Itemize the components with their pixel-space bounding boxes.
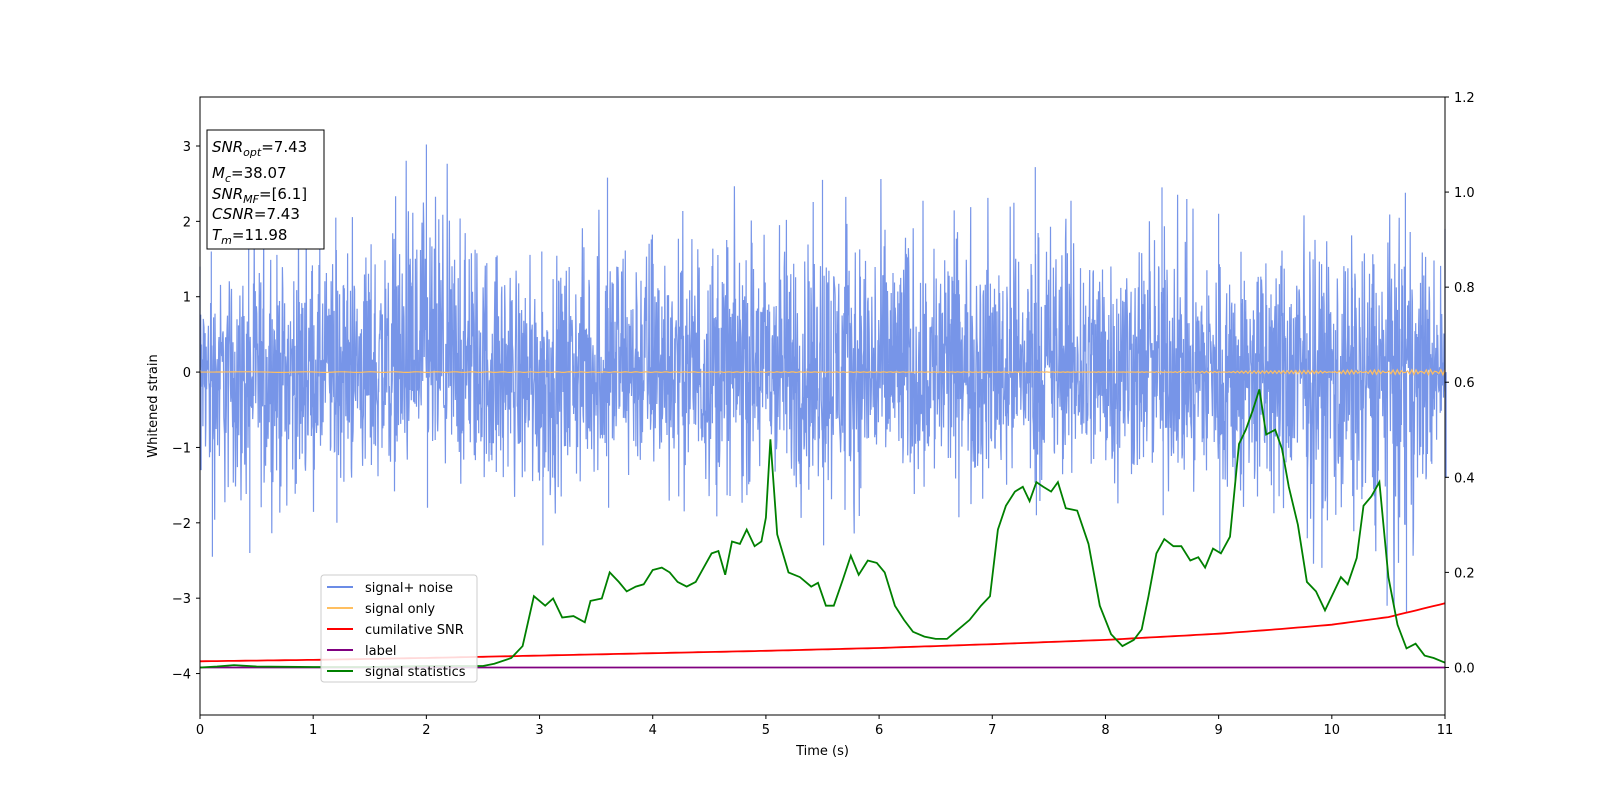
annotation-tm: Tm=11.98 [212, 226, 287, 247]
annotation-box-frame [206, 129, 325, 250]
y-right-tick-label: 0.0 [1454, 661, 1475, 676]
y-right-tick-label: 0.8 [1454, 281, 1475, 296]
y-axis-label: Whitened strain [146, 354, 161, 457]
x-tick-label: 8 [1101, 723, 1109, 738]
y-right-tick-label: 1.2 [1454, 91, 1475, 106]
legend: signal+ noise signal only cumilative SNR la… [320, 574, 478, 683]
signal-noise-line [199, 144, 1447, 614]
x-tick-label: 10 [1324, 723, 1341, 738]
legend-label: signal statistics [365, 665, 466, 680]
y-left-tick-label: 3 [183, 140, 191, 155]
legend-frame [320, 574, 478, 683]
x-tick-label: 7 [988, 723, 996, 738]
legend-label: signal only [365, 602, 435, 617]
plot-frame [199, 96, 1446, 716]
signal-only-line [199, 368, 1446, 377]
x-tick-label: 1 [309, 723, 317, 738]
x-tick-label: 5 [762, 723, 770, 738]
x-tick-label: 11 [1437, 723, 1454, 738]
y-left-tick-label: −3 [172, 592, 191, 607]
y-left-tick-label: 2 [183, 215, 191, 230]
x-axis-label: Time (s) [795, 744, 849, 759]
legend-label: label [365, 644, 396, 659]
stats-annotation-box: SNRopt=7.43 Mc=38.07 SNRMF=[6.1] CSNR=7.… [206, 129, 325, 250]
y-right-tick-label: 0.4 [1454, 471, 1475, 486]
annotation-mc: Mc=38.07 [212, 164, 287, 185]
y-right-tick-label: 0.2 [1454, 566, 1475, 581]
x-tick-label: 4 [649, 723, 657, 738]
x-tick-label: 6 [875, 723, 883, 738]
y-left-tick-label: −1 [172, 441, 191, 456]
y-axis-right-ticks: 0.0 0.2 0.4 0.6 0.8 1.0 1.2 [1445, 91, 1475, 676]
annotation-csnr: CSNR=7.43 [212, 205, 300, 223]
signal-noise-series [199, 144, 1447, 614]
annotation-snr-opt: SNRopt=7.43 [212, 138, 307, 159]
y-right-tick-label: 1.0 [1454, 186, 1475, 201]
signal-statistics-line [199, 389, 1446, 669]
y-left-tick-label: 1 [183, 291, 191, 306]
y-left-tick-label: −4 [172, 668, 191, 683]
x-tick-label: 2 [422, 723, 430, 738]
x-tick-label: 0 [196, 723, 204, 738]
y-right-tick-label: 0.6 [1454, 376, 1475, 391]
x-axis-ticks: 0 1 2 3 4 5 6 7 8 9 10 11 [196, 715, 1453, 738]
y-left-tick-label: 0 [183, 366, 191, 381]
y-left-tick-label: −2 [172, 517, 191, 532]
legend-label: cumilative SNR [365, 623, 464, 638]
x-tick-label: 9 [1214, 723, 1222, 738]
x-tick-label: 3 [535, 723, 543, 738]
y-axis-left-ticks: −4 −3 −2 −1 0 1 2 3 [172, 140, 200, 683]
legend-label: signal+ noise [365, 581, 453, 596]
annotation-snr-mf: SNRMF=[6.1] [212, 185, 307, 206]
